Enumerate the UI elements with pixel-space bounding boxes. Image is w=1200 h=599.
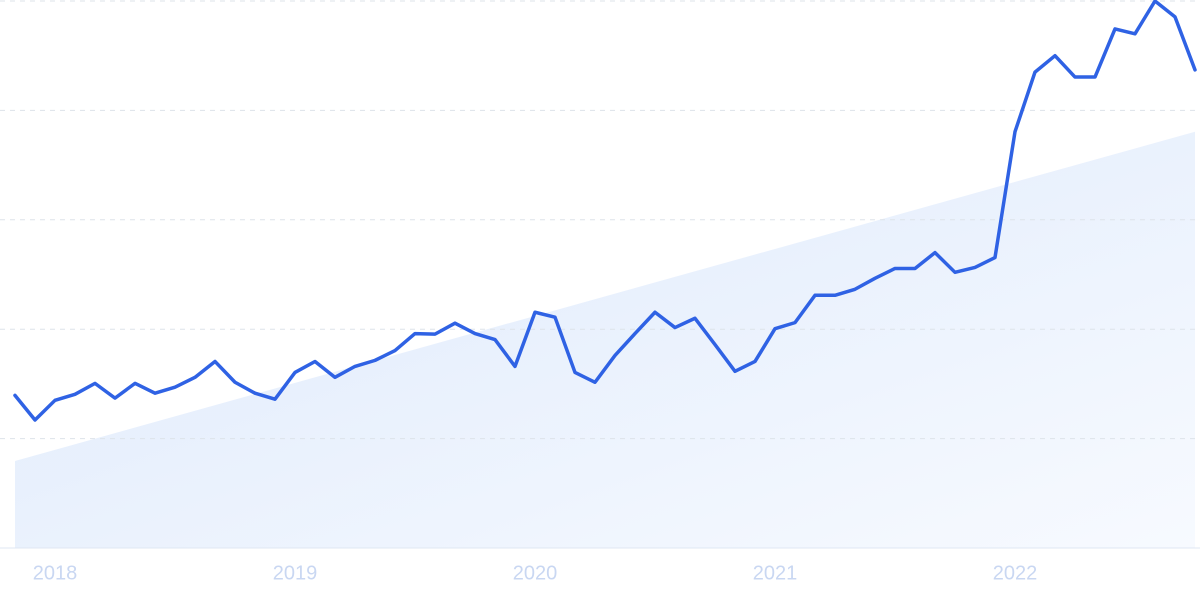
line xyxy=(13,0,1197,422)
x-tick-label: 2021 xyxy=(753,562,798,584)
x-tick-label: 2018 xyxy=(33,562,78,584)
trend-area xyxy=(15,131,1195,548)
x-tick-label: 2019 xyxy=(273,562,318,584)
x-tick-label: 2022 xyxy=(993,562,1038,584)
x-tick-label: 2020 xyxy=(513,562,558,584)
